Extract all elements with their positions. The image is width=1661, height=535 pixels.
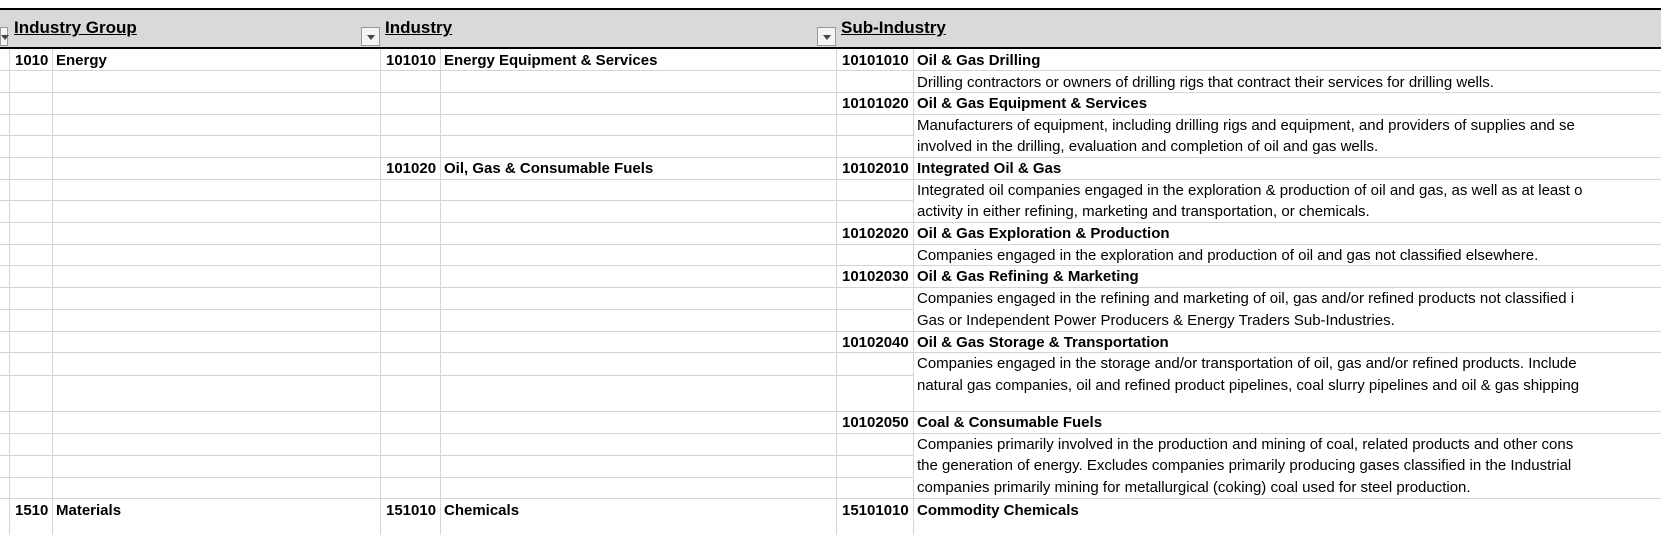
header-industry-group[interactable]: Industry Group (10, 10, 380, 47)
group-name-cell[interactable]: Materials (56, 502, 122, 519)
sub-industry-code-cell[interactable]: 10101010 (842, 52, 909, 69)
gridline (0, 375, 913, 376)
industry-code-cell[interactable]: 101010 (386, 52, 437, 69)
gridline (0, 265, 1661, 266)
gridline (0, 179, 1661, 180)
gridline (0, 287, 1661, 288)
sub-industry-name-cell[interactable]: Oil & Gas Equipment & Services (917, 95, 1148, 112)
sub-industry-name-cell[interactable]: Coal & Consumable Fuels (917, 414, 1103, 431)
sub-industry-code-cell[interactable]: 10102040 (842, 334, 909, 351)
sub-industry-description-cell[interactable]: Companies engaged in the exploration and… (917, 247, 1539, 264)
group-code-cell[interactable]: 1510 (15, 502, 49, 519)
gridline (836, 49, 837, 535)
gridline (0, 222, 1661, 223)
sub-industry-code-cell[interactable]: 10102030 (842, 268, 909, 285)
industry-code-cell[interactable]: 101020 (386, 160, 437, 177)
industry-name-cell[interactable]: Energy Equipment & Services (444, 52, 658, 69)
sub-industry-description-cell[interactable]: Manufacturers of equipment, including dr… (917, 117, 1575, 134)
gridline (0, 455, 913, 456)
industry-code-cell[interactable]: 151010 (386, 502, 437, 519)
gridline (913, 49, 914, 535)
group-name-cell[interactable]: Energy (56, 52, 107, 69)
header-sub-industry[interactable]: Sub-Industry (837, 10, 1661, 47)
sub-industry-name-cell[interactable]: Commodity Chemicals (917, 502, 1079, 519)
group-code-cell[interactable]: 1010 (15, 52, 49, 69)
gridline (0, 114, 1661, 115)
sub-industry-description-cell[interactable]: Companies primarily involved in the prod… (917, 436, 1574, 453)
gridline (0, 244, 1661, 245)
gridline (0, 411, 1661, 412)
sub-industry-name-cell[interactable]: Oil & Gas Exploration & Production (917, 225, 1170, 242)
gridline (0, 331, 1661, 332)
sub-industry-description-cell[interactable]: Integrated oil companies engaged in the … (917, 182, 1583, 199)
industry-name-cell[interactable]: Oil, Gas & Consumable Fuels (444, 160, 654, 177)
header-industry[interactable]: Industry (381, 10, 821, 47)
sub-industry-description-cell[interactable]: Companies engaged in the storage and/or … (917, 355, 1577, 372)
filter-dropdown-icon[interactable] (0, 27, 9, 46)
sub-industry-code-cell[interactable]: 10102050 (842, 414, 909, 431)
gridline (380, 49, 381, 535)
gridline (9, 49, 10, 535)
sub-industry-name-cell[interactable]: Integrated Oil & Gas (917, 160, 1062, 177)
sub-industry-name-cell[interactable]: Oil & Gas Drilling (917, 52, 1041, 69)
industry-name-cell[interactable]: Chemicals (444, 502, 520, 519)
gridline (0, 200, 913, 201)
gridline (0, 70, 1661, 71)
sub-industry-description-cell[interactable]: activity in either refining, marketing a… (917, 203, 1370, 220)
gridline (0, 157, 1661, 158)
header-row: Industry Group Industry Sub-Industry (0, 10, 1661, 49)
gridline (0, 498, 1661, 499)
gridline (0, 433, 1661, 434)
sub-industry-code-cell[interactable]: 10102020 (842, 225, 909, 242)
sub-industry-code-cell[interactable]: 10102010 (842, 160, 909, 177)
sub-industry-description-cell[interactable]: natural gas companies, oil and refined p… (917, 377, 1580, 394)
sub-industry-code-cell[interactable]: 10101020 (842, 95, 909, 112)
gridline (0, 135, 913, 136)
gridline (52, 49, 53, 535)
sub-industry-description-cell[interactable]: Companies engaged in the refining and ma… (917, 290, 1575, 307)
sub-industry-code-cell[interactable]: 15101010 (842, 502, 909, 519)
sub-industry-description-cell[interactable]: Drilling contractors or owners of drilli… (917, 74, 1494, 91)
filter-dropdown-icon[interactable] (817, 27, 836, 46)
sub-industry-name-cell[interactable]: Oil & Gas Storage & Transportation (917, 334, 1169, 351)
gridline (0, 309, 913, 310)
header-sub-industry-label: Sub-Industry (841, 18, 946, 37)
gridline (0, 477, 913, 478)
sub-industry-description-cell[interactable]: Gas or Independent Power Producers & Ene… (917, 312, 1395, 329)
header-industry-label: Industry (385, 18, 453, 37)
sub-industry-name-cell[interactable]: Oil & Gas Refining & Marketing (917, 268, 1139, 285)
cell-grid: 1010 Energy 101010 Energy Equipment & Se… (0, 49, 1661, 535)
sub-industry-description-cell[interactable]: companies primarily mining for metallurg… (917, 479, 1471, 496)
sub-industry-description-cell[interactable]: involved in the drilling, evaluation and… (917, 138, 1379, 155)
sub-industry-description-cell[interactable]: the generation of energy. Excludes compa… (917, 457, 1572, 474)
filter-dropdown-icon[interactable] (361, 27, 380, 46)
gridline (0, 92, 1661, 93)
gridline (440, 49, 441, 535)
gridline (0, 352, 1661, 353)
header-industry-group-label: Industry Group (14, 18, 137, 37)
top-border (0, 8, 1661, 10)
